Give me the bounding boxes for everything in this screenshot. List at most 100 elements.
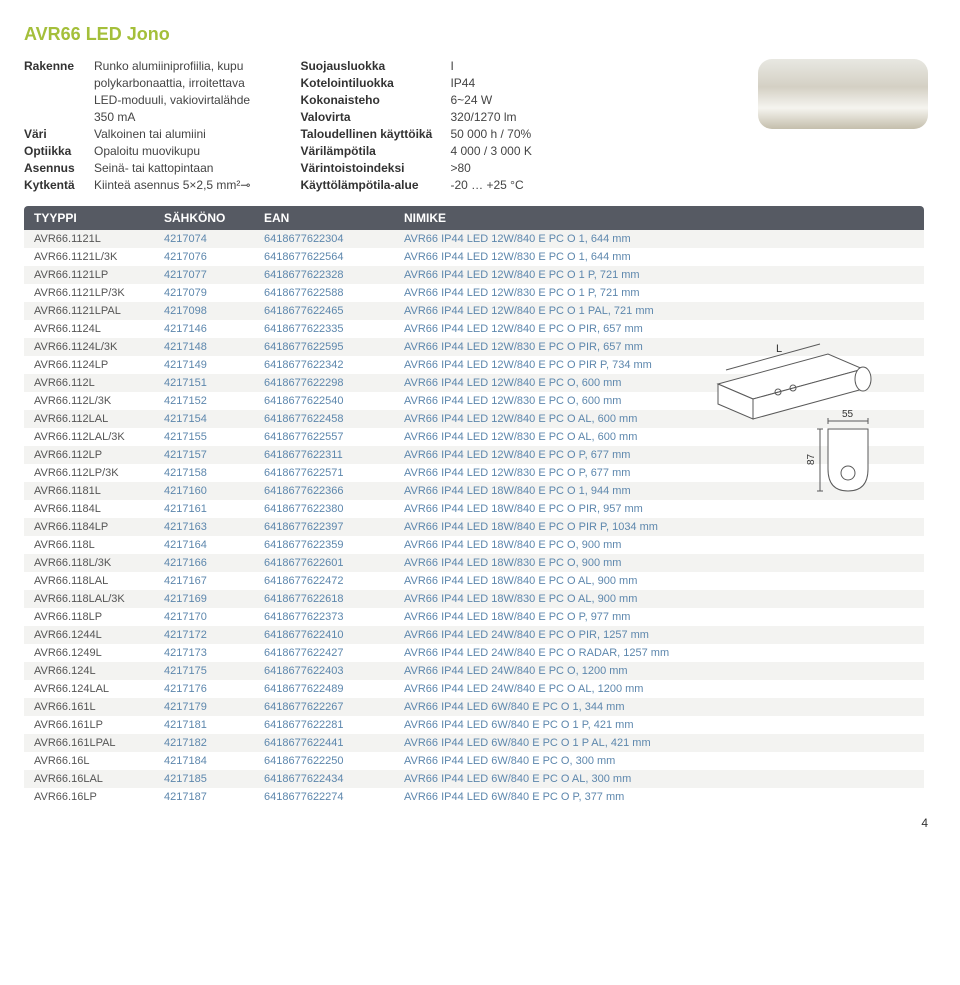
- table-cell: 4217154: [164, 413, 264, 425]
- table-cell: AVR66 IP44 LED 24W/840 E PC O RADAR, 125…: [404, 647, 914, 659]
- table-cell: 6418677622373: [264, 611, 404, 623]
- table-row: AVR66.16LAL42171856418677622434AVR66 IP4…: [24, 770, 924, 788]
- table-cell: 6418677622250: [264, 755, 404, 767]
- table-row: AVR66.1121LP/3K42170796418677622588AVR66…: [24, 284, 924, 302]
- spec-row: KytkentäKiinteä asennus 5×2,5 mm²⊸: [24, 178, 250, 192]
- col-header-tyyppi: TYYPPI: [34, 211, 164, 225]
- table-cell: AVR66 IP44 LED 18W/830 E PC O AL, 900 mm: [404, 593, 914, 605]
- table-cell: AVR66 IP44 LED 18W/840 E PC O AL, 900 mm: [404, 575, 914, 587]
- specs-left-col: RakenneRunko alumiiniprofiilia, kupupoly…: [24, 59, 250, 192]
- table-cell: AVR66 IP44 LED 24W/840 E PC O AL, 1200 m…: [404, 683, 914, 695]
- table-cell: 6418677622595: [264, 341, 404, 353]
- table-row: AVR66.1121L42170746418677622304AVR66 IP4…: [24, 230, 924, 248]
- table-cell: AVR66.118LAL/3K: [34, 593, 164, 605]
- table-cell: AVR66.161L: [34, 701, 164, 713]
- table-cell: AVR66.1244L: [34, 629, 164, 641]
- table-cell: 4217187: [164, 791, 264, 803]
- table-row: AVR66.161LPAL42171826418677622441AVR66 I…: [24, 734, 924, 752]
- spec-val: IP44: [450, 76, 475, 90]
- spec-key: Värintoistoindeksi: [300, 161, 450, 175]
- table-cell: AVR66 IP44 LED 24W/840 E PC O PIR, 1257 …: [404, 629, 914, 641]
- table-cell: AVR66.16LP: [34, 791, 164, 803]
- table-cell: AVR66.112LP/3K: [34, 467, 164, 479]
- table-cell: 6418677622571: [264, 467, 404, 479]
- spec-row: LED-moduuli, vakiovirtalähde: [24, 93, 250, 107]
- table-row: AVR66.1249L42171736418677622427AVR66 IP4…: [24, 644, 924, 662]
- table-cell: 4217098: [164, 305, 264, 317]
- table-cell: 4217163: [164, 521, 264, 533]
- table-header: TYYPPI SÄHKÖNO EAN NIMIKE: [24, 206, 924, 230]
- spec-key: Taloudellinen käyttöikä: [300, 127, 450, 141]
- table-cell: AVR66.118LP: [34, 611, 164, 623]
- table-cell: 4217169: [164, 593, 264, 605]
- table-cell: 6418677622403: [264, 665, 404, 677]
- table-cell: 4217161: [164, 503, 264, 515]
- table-cell: AVR66.1121LPAL: [34, 305, 164, 317]
- table-cell: 6418677622557: [264, 431, 404, 443]
- dim-label-w: 55: [842, 409, 854, 420]
- specs-right-col: SuojausluokkaIKotelointiluokkaIP44Kokona…: [300, 59, 531, 192]
- table-cell: AVR66 IP44 LED 6W/840 E PC O 1 P AL, 421…: [404, 737, 914, 749]
- table-cell: 4217076: [164, 251, 264, 263]
- table-cell: 6418677622328: [264, 269, 404, 281]
- spec-key: Värilämpötila: [300, 144, 450, 158]
- table-cell: 6418677622380: [264, 503, 404, 515]
- table-cell: 4217074: [164, 233, 264, 245]
- page-number: 4: [24, 816, 928, 830]
- table-row: AVR66.1121L/3K42170766418677622564AVR66 …: [24, 248, 924, 266]
- table-row: AVR66.124LAL42171766418677622489AVR66 IP…: [24, 680, 924, 698]
- spec-key: Kytkentä: [24, 178, 94, 192]
- table-row: AVR66.118L/3K42171666418677622601AVR66 I…: [24, 554, 924, 572]
- table-cell: AVR66.112L/3K: [34, 395, 164, 407]
- table-cell: 4217181: [164, 719, 264, 731]
- spec-val: LED-moduuli, vakiovirtalähde: [94, 93, 250, 107]
- table-cell: AVR66 IP44 LED 6W/840 E PC O 1 P, 421 mm: [404, 719, 914, 731]
- spec-key: [24, 110, 94, 124]
- table-cell: 6418677622601: [264, 557, 404, 569]
- table-row: AVR66.1244L42171726418677622410AVR66 IP4…: [24, 626, 924, 644]
- table-cell: 4217167: [164, 575, 264, 587]
- page-title: AVR66 LED Jono: [24, 24, 928, 45]
- table-row: AVR66.161LP42171816418677622281AVR66 IP4…: [24, 716, 924, 734]
- table-cell: 6418677622618: [264, 593, 404, 605]
- table-cell: 6418677622540: [264, 395, 404, 407]
- spec-val: Seinä- tai kattopintaan: [94, 161, 213, 175]
- table-cell: AVR66.1121L/3K: [34, 251, 164, 263]
- table-cell: 4217160: [164, 485, 264, 497]
- table-cell: 4217155: [164, 431, 264, 443]
- table-cell: 6418677622342: [264, 359, 404, 371]
- table-cell: 4217184: [164, 755, 264, 767]
- spec-row: VäriValkoinen tai alumiini: [24, 127, 250, 141]
- table-cell: AVR66 IP44 LED 18W/840 E PC O P, 977 mm: [404, 611, 914, 623]
- table-cell: AVR66 IP44 LED 12W/840 E PC O 1 PAL, 721…: [404, 305, 914, 317]
- table-cell: 6418677622427: [264, 647, 404, 659]
- spec-key: Valovirta: [300, 110, 450, 124]
- table-cell: AVR66 IP44 LED 18W/840 E PC O PIR P, 103…: [404, 521, 914, 533]
- table-cell: 6418677622366: [264, 485, 404, 497]
- table-cell: 6418677622458: [264, 413, 404, 425]
- table-cell: 6418677622472: [264, 575, 404, 587]
- spec-val: 4 000 / 3 000 K: [450, 144, 531, 158]
- table-cell: 4217179: [164, 701, 264, 713]
- table-cell: AVR66.1249L: [34, 647, 164, 659]
- table-cell: 4217151: [164, 377, 264, 389]
- spec-row: Värintoistoindeksi>80: [300, 161, 531, 175]
- col-header-nimike: NIMIKE: [404, 211, 914, 225]
- table-cell: 6418677622281: [264, 719, 404, 731]
- table-cell: AVR66 IP44 LED 12W/840 E PC O 1 P, 721 m…: [404, 269, 914, 281]
- spec-row: SuojausluokkaI: [300, 59, 531, 73]
- table-cell: 4217166: [164, 557, 264, 569]
- table-cell: AVR66.1124L/3K: [34, 341, 164, 353]
- spec-key: Optiikka: [24, 144, 94, 158]
- table-row: AVR66.118L42171646418677622359AVR66 IP44…: [24, 536, 924, 554]
- table-row: AVR66.118LAL42171676418677622472AVR66 IP…: [24, 572, 924, 590]
- spec-key: Väri: [24, 127, 94, 141]
- spec-row: Värilämpötila4 000 / 3 000 K: [300, 144, 531, 158]
- table-cell: AVR66.1184LP: [34, 521, 164, 533]
- table-cell: AVR66.112LP: [34, 449, 164, 461]
- table-cell: 6418677622304: [264, 233, 404, 245]
- table-cell: 4217148: [164, 341, 264, 353]
- table-cell: AVR66.118LAL: [34, 575, 164, 587]
- spec-row: Taloudellinen käyttöikä50 000 h / 70%: [300, 127, 531, 141]
- spec-val: I: [450, 59, 453, 73]
